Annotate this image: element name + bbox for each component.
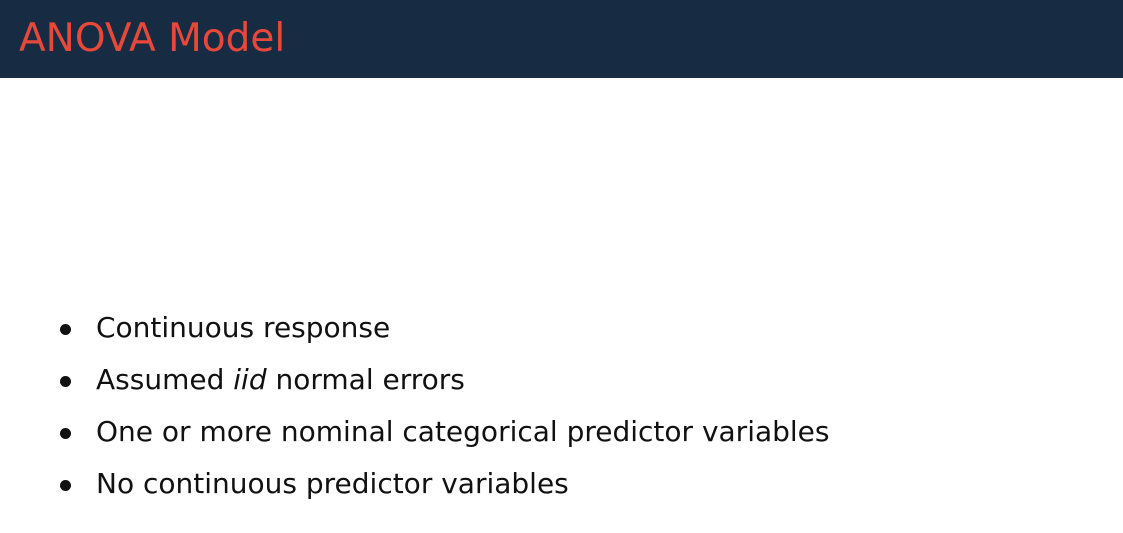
slide-title: ANOVA Model (19, 16, 286, 61)
bullet-text: Assumed iid normal errors (96, 358, 465, 402)
bullet-dot-icon (60, 324, 71, 335)
bullet-dot-icon (60, 376, 71, 387)
bullet-text-before: Assumed (96, 363, 234, 396)
bullet-text: One or more nominal categorical predicto… (96, 415, 830, 448)
bullet-dot-icon (60, 480, 71, 491)
bullet-text: Continuous response (96, 311, 391, 344)
bullet-dot-icon (60, 428, 71, 439)
bullet-text: No continuous predictor variables (96, 467, 569, 500)
bullet-text-after: normal errors (266, 363, 465, 396)
slide-header: ANOVA Model (0, 0, 1123, 78)
bullet-text-italic: iid (233, 363, 267, 396)
